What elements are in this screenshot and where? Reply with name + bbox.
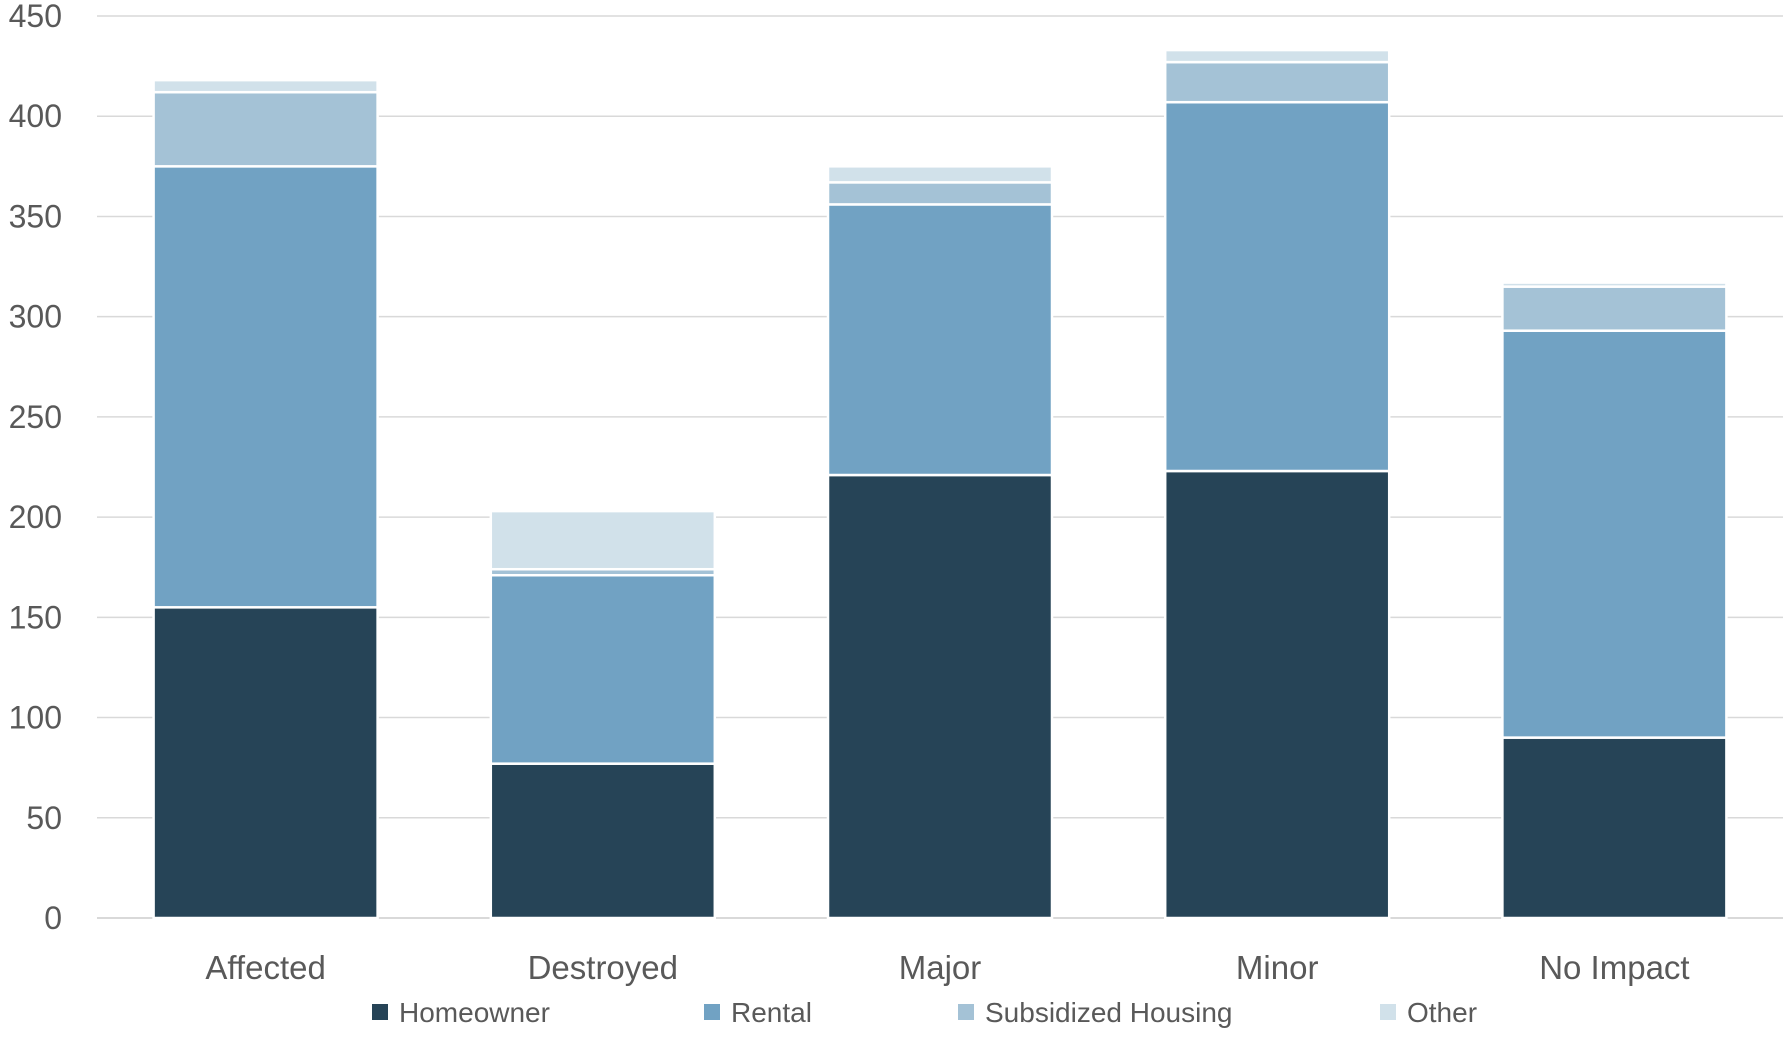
bar-major-other <box>826 165 1054 184</box>
y-tick-label: 450 <box>9 0 62 34</box>
bar-affected-other <box>152 78 379 94</box>
bar-no-impact-subsidized-housing <box>1501 285 1728 332</box>
bar-affected-homeowner <box>152 606 379 920</box>
y-tick-label: 400 <box>9 98 62 134</box>
bar-affected-rental <box>152 165 379 609</box>
bar-minor-subsidized-housing <box>1163 60 1391 104</box>
x-category-label: Affected <box>205 949 325 986</box>
y-tick-label: 250 <box>9 399 62 435</box>
legend-label: Other <box>1407 997 1477 1028</box>
x-category-label: Major <box>899 949 982 986</box>
x-category-label: Minor <box>1236 949 1319 986</box>
legend-swatch <box>704 1004 720 1020</box>
x-axis-category-labels: Affected Destroyed Major Minor No Impact <box>205 949 1689 986</box>
bar-major-rental <box>826 203 1054 477</box>
bar-destroyed-other <box>489 509 717 571</box>
legend-label: Homeowner <box>399 997 550 1028</box>
bar-affected-subsidized-housing <box>152 90 379 168</box>
bar-destroyed-homeowner <box>489 762 717 920</box>
x-category-label: No Impact <box>1539 949 1689 986</box>
legend-swatch <box>958 1004 974 1020</box>
bars <box>152 48 1728 920</box>
y-tick-label: 100 <box>9 700 62 736</box>
bar-minor-rental <box>1163 100 1391 473</box>
x-category-label: Destroyed <box>528 949 678 986</box>
bar-minor-homeowner <box>1163 469 1391 920</box>
legend-swatch <box>372 1004 388 1020</box>
y-tick-label: 300 <box>9 299 62 335</box>
y-tick-label: 350 <box>9 198 62 234</box>
bar-no-impact-rental <box>1501 329 1728 739</box>
y-tick-label: 150 <box>9 599 62 635</box>
bar-minor-other <box>1163 48 1391 64</box>
bar-destroyed-rental <box>489 573 717 765</box>
bar-major-homeowner <box>826 473 1054 920</box>
bar-no-impact-other <box>1501 281 1728 288</box>
bar-no-impact-homeowner <box>1501 736 1728 920</box>
legend-label: Rental <box>731 997 812 1028</box>
legend-swatch <box>1380 1004 1396 1020</box>
bar-major-subsidized-housing <box>826 181 1054 206</box>
y-tick-label: 50 <box>26 800 62 836</box>
y-axis-tick-labels: 0 50 100 150 200 250 300 350 400 450 <box>9 0 62 936</box>
legend: Homeowner Rental Subsidized Housing Other <box>372 997 1477 1028</box>
y-tick-label: 200 <box>9 499 62 535</box>
y-tick-label: 0 <box>44 900 62 936</box>
legend-label: Subsidized Housing <box>985 997 1233 1028</box>
